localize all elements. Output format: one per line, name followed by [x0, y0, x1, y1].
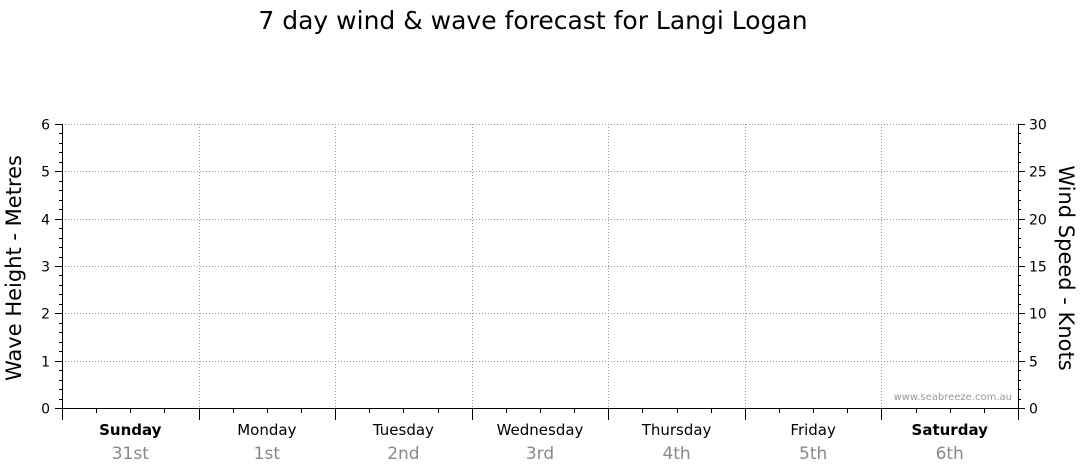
left-tick-label: 4 — [41, 213, 50, 229]
left-tick-label: 5 — [41, 165, 50, 181]
left-tick-label: 6 — [41, 118, 50, 134]
day-name-label: Saturday — [912, 421, 989, 439]
left-tick-label: 0 — [41, 402, 50, 418]
day-name-label: Wednesday — [497, 421, 584, 439]
right-tick-label: 15 — [1029, 260, 1047, 276]
right-tick-label: 30 — [1029, 118, 1047, 134]
chart-title: 7 day wind & wave forecast for Langi Log… — [258, 6, 808, 35]
day-name-label: Monday — [237, 421, 296, 439]
day-name-label: Tuesday — [372, 421, 434, 439]
left-axis-title: Wave Height - Metres — [2, 155, 26, 381]
watermark-text: www.seabreeze.com.au — [894, 392, 1012, 403]
right-tick-label: 5 — [1029, 355, 1038, 371]
right-axis-title: Wind Speed - Knots — [1054, 165, 1078, 370]
day-name-label: Thursday — [641, 421, 712, 439]
left-tick-label: 1 — [41, 355, 50, 371]
day-date-label: 6th — [936, 444, 964, 464]
day-date-label: 4th — [662, 444, 690, 464]
left-tick-label: 3 — [41, 260, 50, 276]
day-date-label: 5th — [799, 444, 827, 464]
right-tick-label: 20 — [1029, 213, 1047, 229]
right-tick-label: 10 — [1029, 307, 1047, 323]
day-date-label: 31st — [112, 444, 149, 464]
day-date-label: 2nd — [387, 444, 419, 464]
left-tick-label: 2 — [41, 307, 50, 323]
day-name-label: Friday — [790, 421, 836, 439]
day-name-label: Sunday — [99, 421, 162, 439]
day-date-label: 1st — [254, 444, 281, 464]
right-tick-label: 0 — [1029, 402, 1038, 418]
right-tick-label: 25 — [1029, 165, 1047, 181]
day-date-label: 3rd — [526, 444, 554, 464]
